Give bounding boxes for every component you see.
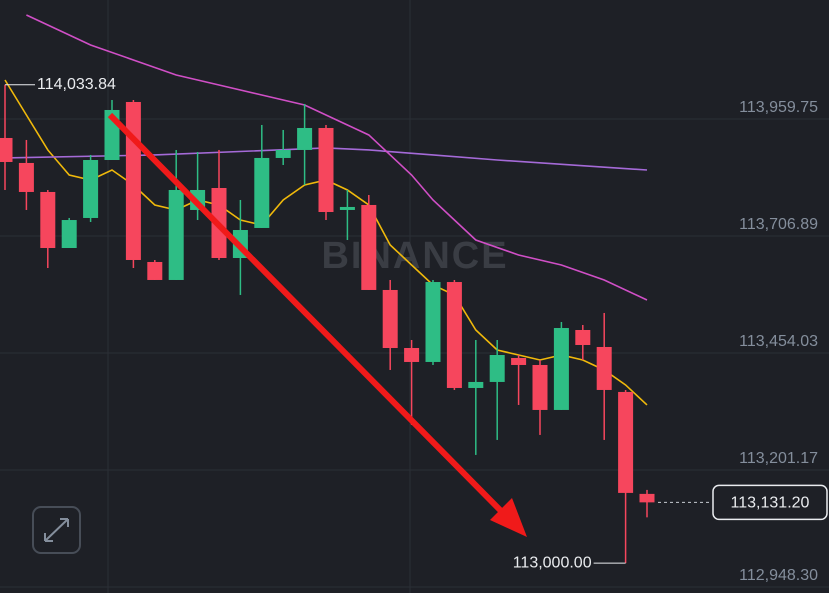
- y-tick-label: 113,454.03: [739, 333, 818, 350]
- candle-body: [0, 137, 13, 162]
- candle-body: [382, 289, 398, 348]
- ma-line: [26, 14, 648, 301]
- candle-body: [596, 346, 612, 390]
- candle-body: [639, 493, 655, 503]
- ma-line: [4, 147, 648, 171]
- y-tick-label: 113,706.89: [739, 216, 818, 233]
- arrow-head: [490, 498, 527, 537]
- y-tick-label: 112,948.30: [739, 567, 818, 584]
- candle-body: [361, 204, 377, 290]
- candle-body: [40, 191, 56, 249]
- candle-body: [275, 149, 291, 158]
- candle-body: [468, 381, 484, 388]
- trend-arrow: [107, 112, 508, 518]
- candle-body: [125, 101, 141, 260]
- grid: 113,959.75 113,706.89 113,454.03 113,201.17…: [0, 99, 829, 588]
- candle-body: [339, 206, 355, 210]
- candle-body: [18, 162, 34, 192]
- candle-body: [553, 328, 569, 410]
- y-tick-label: 113,959.75: [739, 99, 818, 116]
- candles: [0, 84, 655, 564]
- y-tick-label: 113,201.17: [739, 450, 818, 467]
- annotation-label: 114,033.84: [37, 76, 116, 93]
- annotation-label: 113,000.00: [513, 554, 592, 571]
- candle-body: [446, 282, 462, 388]
- candle-body: [254, 157, 270, 228]
- candle-body: [511, 357, 527, 365]
- candle-body: [297, 127, 313, 150]
- expand-button[interactable]: [32, 506, 81, 554]
- annotations: 114,033.84 113,000.00 113,131.20: [5, 76, 828, 571]
- candle-body: [147, 261, 163, 280]
- candle-body: [83, 160, 99, 218]
- last-price-label: 113,131.20: [731, 495, 810, 512]
- candle-body: [618, 391, 634, 493]
- candle-body: [318, 127, 334, 213]
- candle-body: [532, 364, 548, 410]
- candle-body: [489, 354, 505, 382]
- candle-body: [425, 282, 441, 362]
- watermark: BINANCE: [321, 235, 508, 277]
- candle-body: [404, 347, 420, 362]
- candle-body: [168, 189, 184, 280]
- last-price-box: [712, 484, 828, 521]
- candle-body: [575, 329, 591, 345]
- candle-body: [61, 220, 77, 249]
